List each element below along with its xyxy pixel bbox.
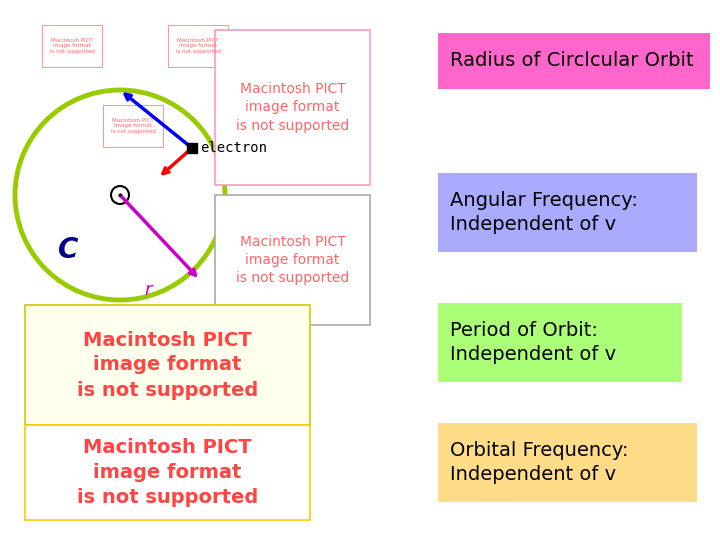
Text: Angular Frequency:
Independent of v: Angular Frequency: Independent of v: [450, 191, 638, 234]
FancyBboxPatch shape: [103, 105, 163, 147]
Text: Macintosh PICT
image format
is not supported: Macintosh PICT image format is not suppo…: [176, 38, 220, 55]
Text: Radius of Circlcular Orbit: Radius of Circlcular Orbit: [450, 51, 693, 71]
Text: Macintosh PICT
image format
is not supported: Macintosh PICT image format is not suppo…: [236, 82, 349, 133]
Text: Macintosh PICT
image format
is not supported: Macintosh PICT image format is not suppo…: [77, 330, 258, 400]
Text: r: r: [144, 281, 152, 299]
FancyBboxPatch shape: [215, 195, 370, 325]
Text: C: C: [58, 236, 78, 264]
FancyBboxPatch shape: [438, 33, 710, 89]
FancyBboxPatch shape: [215, 30, 370, 185]
FancyBboxPatch shape: [42, 25, 102, 67]
Text: Macintosh PICT
image format
is not supported: Macintosh PICT image format is not suppo…: [236, 234, 349, 286]
Text: Period of Orbit:
Independent of v: Period of Orbit: Independent of v: [450, 321, 616, 364]
FancyBboxPatch shape: [438, 423, 697, 502]
FancyBboxPatch shape: [168, 25, 228, 67]
Text: electron: electron: [200, 141, 267, 155]
FancyBboxPatch shape: [438, 173, 697, 252]
FancyBboxPatch shape: [25, 305, 310, 425]
Text: Orbital Frequency:
Independent of v: Orbital Frequency: Independent of v: [450, 441, 629, 484]
Circle shape: [111, 186, 129, 204]
FancyBboxPatch shape: [25, 425, 310, 520]
Text: Macintosh PICT
image format
is not supported: Macintosh PICT image format is not suppo…: [111, 118, 156, 134]
FancyBboxPatch shape: [438, 303, 682, 382]
Text: Macintosh PICT
image format
is not supported: Macintosh PICT image format is not suppo…: [77, 438, 258, 507]
Text: Macintosh PICT
image format
is not supported: Macintosh PICT image format is not suppo…: [50, 38, 94, 55]
